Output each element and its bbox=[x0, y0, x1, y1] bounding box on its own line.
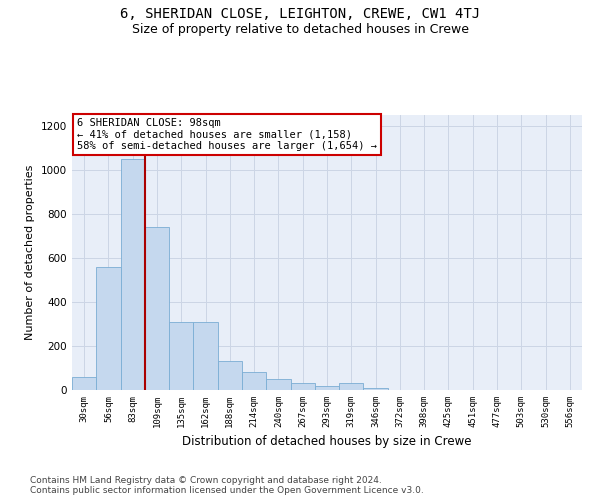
Bar bbox=[145, 227, 169, 390]
X-axis label: Distribution of detached houses by size in Crewe: Distribution of detached houses by size … bbox=[182, 436, 472, 448]
Text: Size of property relative to detached houses in Crewe: Size of property relative to detached ho… bbox=[131, 22, 469, 36]
Text: Contains HM Land Registry data © Crown copyright and database right 2024.
Contai: Contains HM Land Registry data © Crown c… bbox=[30, 476, 424, 495]
Bar bbox=[315, 386, 339, 390]
Bar bbox=[218, 362, 242, 390]
Text: 6 SHERIDAN CLOSE: 98sqm
← 41% of detached houses are smaller (1,158)
58% of semi: 6 SHERIDAN CLOSE: 98sqm ← 41% of detache… bbox=[77, 118, 377, 151]
Bar bbox=[121, 159, 145, 390]
Bar bbox=[364, 388, 388, 390]
Y-axis label: Number of detached properties: Number of detached properties bbox=[25, 165, 35, 340]
Bar bbox=[266, 379, 290, 390]
Bar bbox=[72, 377, 96, 390]
Bar bbox=[193, 322, 218, 390]
Bar bbox=[96, 267, 121, 390]
Bar bbox=[290, 384, 315, 390]
Text: 6, SHERIDAN CLOSE, LEIGHTON, CREWE, CW1 4TJ: 6, SHERIDAN CLOSE, LEIGHTON, CREWE, CW1 … bbox=[120, 8, 480, 22]
Bar bbox=[242, 372, 266, 390]
Bar bbox=[169, 322, 193, 390]
Bar bbox=[339, 384, 364, 390]
